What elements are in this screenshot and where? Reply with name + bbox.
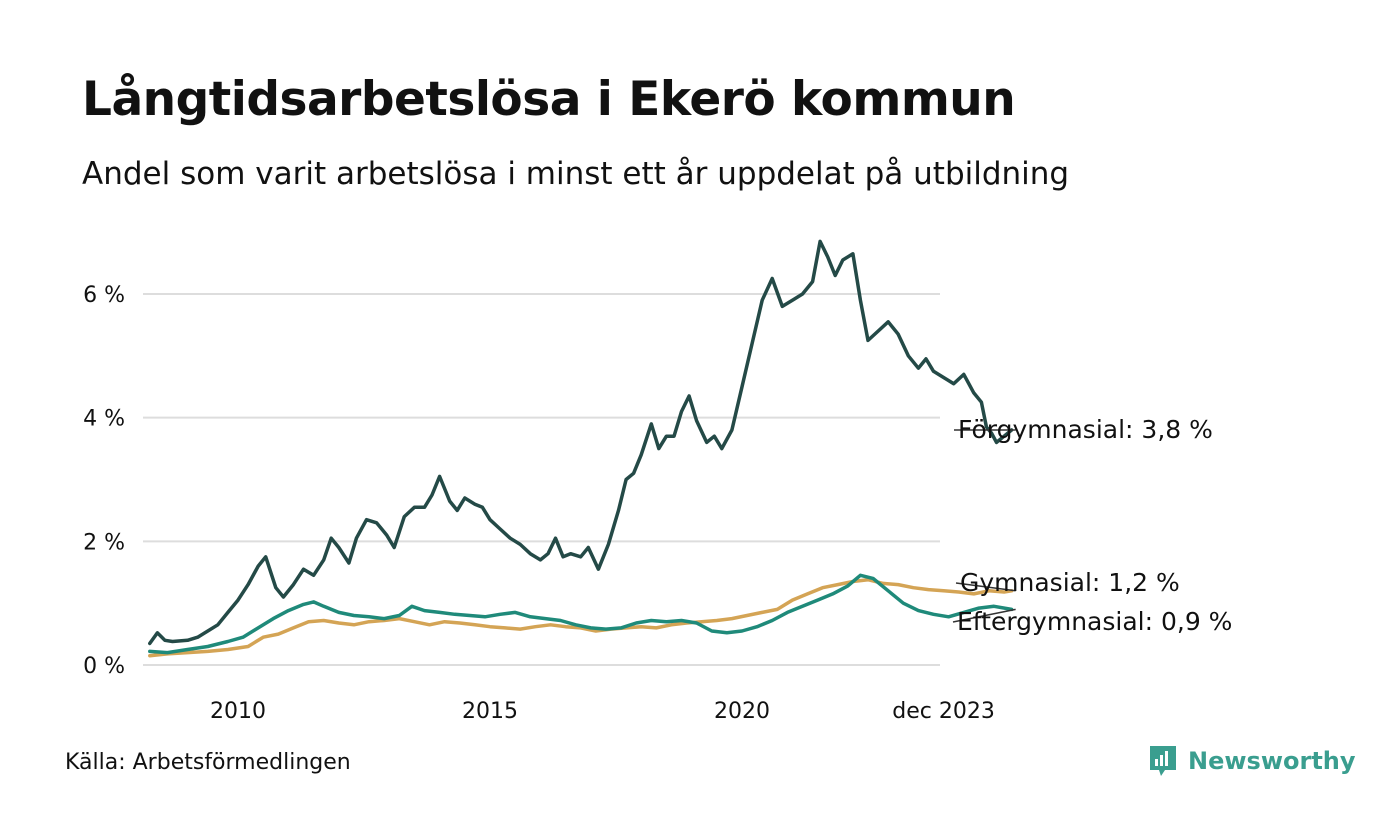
chart-subtitle: Andel som varit arbetslösa i minst ett å… xyxy=(82,156,1070,192)
x-tick-label: 2010 xyxy=(210,699,266,724)
leader-line xyxy=(955,582,1016,592)
y-tick-label: 4 % xyxy=(83,407,125,432)
y-tick-label: 0 % xyxy=(83,654,125,679)
x-tick-label: 2015 xyxy=(462,699,518,724)
series-line-förgymnasial xyxy=(148,239,1014,646)
label-layer: 0 % 2 % 4 % 6 % 2010 2015 2020 dec 2023 Förgymna… xyxy=(83,283,1232,724)
y-tick-label: 6 % xyxy=(83,283,125,308)
leader-line xyxy=(952,608,1016,623)
series-layer xyxy=(148,239,1014,658)
x-tick-label: 2020 xyxy=(714,699,770,724)
series-end-label: Gymnasial: 1,2 % xyxy=(960,568,1180,597)
brand-name: Newsworthy xyxy=(1188,747,1356,775)
series-line-eftergymnasial xyxy=(148,573,1014,655)
series-end-label: Förgymnasial: 3,8 % xyxy=(958,415,1213,444)
brand[interactable]: Newsworthy xyxy=(1148,744,1356,778)
series-end-label: Eftergymnasial: 0,9 % xyxy=(957,607,1232,636)
grid-layer xyxy=(143,293,940,666)
newsworthy-logo-icon xyxy=(1150,746,1176,776)
source-note: Källa: Arbetsförmedlingen xyxy=(65,750,351,775)
y-tick-label: 2 % xyxy=(83,530,125,555)
x-tick-label: dec 2023 xyxy=(892,699,995,724)
chart-title: Långtidsarbetslösa i Ekerö kommun xyxy=(82,72,1016,127)
